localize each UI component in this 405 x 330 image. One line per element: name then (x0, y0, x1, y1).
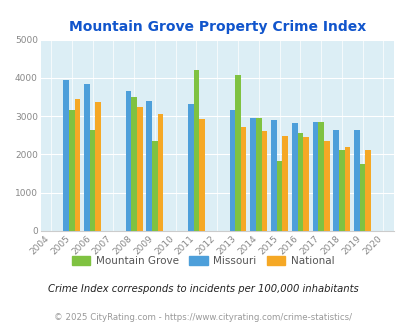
Bar (69, 111, 75, 231)
Bar (188, 104, 193, 231)
Bar (131, 97, 136, 231)
Title: Mountain Grove Property Crime Index: Mountain Grove Property Crime Index (68, 20, 365, 34)
Bar (75, 99, 80, 231)
Bar (126, 91, 131, 231)
Bar (229, 111, 234, 231)
Legend: Mountain Grove, Missouri, National: Mountain Grove, Missouri, National (68, 253, 337, 269)
Bar (84, 84, 90, 231)
Bar (199, 119, 205, 231)
Bar (234, 75, 240, 231)
Text: © 2025 CityRating.com - https://www.cityrating.com/crime-statistics/: © 2025 CityRating.com - https://www.city… (54, 313, 351, 322)
Bar (63, 80, 69, 231)
Bar (240, 127, 246, 231)
Bar (136, 107, 142, 231)
Bar (271, 120, 276, 231)
Bar (359, 164, 364, 231)
Bar (297, 133, 303, 231)
Bar (281, 136, 287, 231)
Bar (250, 118, 255, 231)
Bar (318, 122, 323, 231)
Bar (338, 150, 344, 231)
Bar (323, 141, 329, 231)
Bar (146, 101, 152, 231)
Bar (90, 130, 95, 231)
Bar (312, 122, 318, 231)
Bar (333, 130, 338, 231)
Bar (255, 118, 261, 231)
Bar (303, 137, 308, 231)
Text: Crime Index corresponds to incidents per 100,000 inhabitants: Crime Index corresponds to incidents per… (47, 284, 358, 294)
Bar (261, 131, 266, 231)
Bar (364, 150, 370, 231)
Bar (291, 123, 297, 231)
Bar (344, 147, 350, 231)
Bar (193, 70, 199, 231)
Bar (152, 141, 157, 231)
Bar (95, 102, 101, 231)
Bar (354, 130, 359, 231)
Bar (276, 161, 281, 231)
Bar (157, 114, 163, 231)
